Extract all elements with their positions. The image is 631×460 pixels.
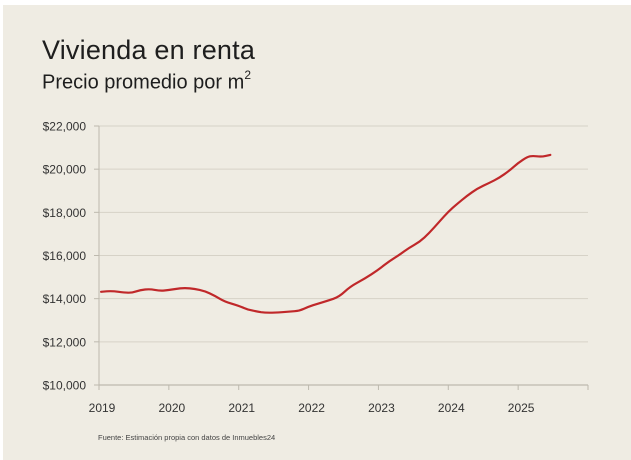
x-axis: 2019 2020 2021 2022 2023 2024 2025: [89, 384, 589, 415]
x-tick-label: 2024: [438, 401, 465, 415]
y-tick-label: $22,000: [43, 120, 87, 134]
y-tick-label: $18,000: [43, 206, 87, 220]
source-note: Fuente: Estimación propia con datos de I…: [98, 433, 276, 442]
x-tick-label: 2021: [228, 401, 255, 415]
y-tick-label: $14,000: [43, 292, 87, 306]
gridlines: [99, 125, 588, 343]
x-tick-label: 2025: [508, 401, 535, 415]
series-line: [100, 153, 552, 314]
y-tick-label: $16,000: [43, 249, 87, 263]
y-tick-label: $20,000: [43, 163, 87, 177]
x-tick-label: 2019: [89, 401, 116, 415]
chart-subtitle: Precio promedio por m2: [42, 68, 251, 95]
series-group: [100, 153, 552, 314]
y-tick-label: $12,000: [43, 335, 87, 349]
chart-title: Vivienda en renta: [42, 35, 256, 65]
x-tick-label: 2023: [368, 401, 395, 415]
x-tick-label: 2020: [159, 401, 186, 415]
y-tick-label: $10,000: [43, 379, 87, 393]
chart-panel: [3, 5, 631, 460]
x-tick-label: 2022: [298, 401, 325, 415]
y-axis: $10,000 $12,000 $14,000 $16,000 $18,000 $20,0…: [43, 120, 100, 393]
subtitle-superscript: 2: [244, 68, 251, 82]
subtitle-text: Precio promedio por m: [42, 71, 245, 94]
